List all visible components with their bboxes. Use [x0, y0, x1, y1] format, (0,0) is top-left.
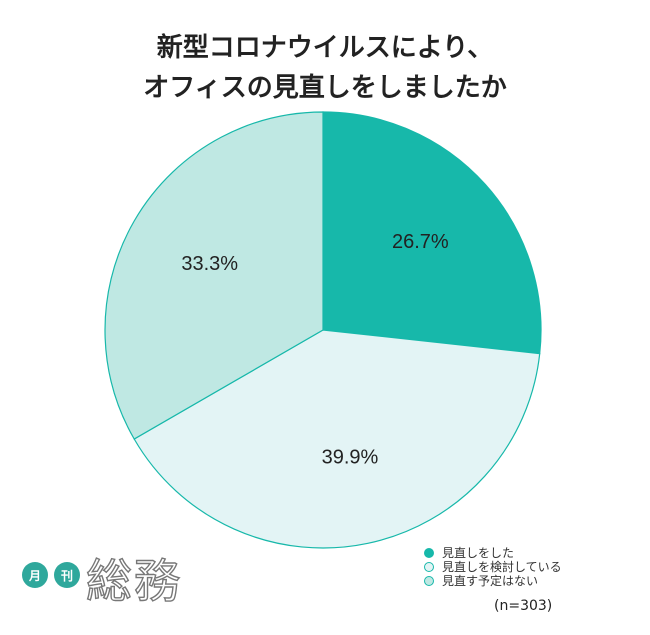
logo-brand-text: 総務	[85, 553, 182, 608]
chart-title: 新型コロナウイルスにより、 オフィスの見直しをしましたか	[0, 28, 650, 108]
pie-label-done: 26.7%	[392, 231, 449, 253]
logo: 月 刊 総務	[22, 552, 192, 614]
legend-label-considering: 見直しを検討している	[442, 560, 562, 574]
legend-item-considering: 見直しを検討している	[424, 560, 562, 574]
legend-swatch-no-plan	[424, 576, 434, 586]
legend-item-no-plan: 見直す予定はない	[424, 574, 562, 588]
legend-item-done: 見直しをした	[424, 546, 562, 560]
legend-swatch-considering	[424, 562, 434, 572]
pie-label-considering: 39.9%	[322, 446, 379, 468]
legend-swatch-done	[424, 548, 434, 558]
pie-chart: 26.7% 39.9% 33.3%	[104, 111, 542, 549]
legend-label-no-plan: 見直す予定はない	[442, 574, 539, 588]
pie-slice-considering	[133, 329, 541, 549]
chart-title-line-1: 新型コロナウイルスにより、	[156, 33, 494, 63]
pie-slice-done	[322, 111, 542, 355]
sample-size: (n=303)	[494, 598, 553, 614]
logo-badge-month: 月	[22, 562, 48, 588]
chart-title-line-2: オフィスの見直しをしましたか	[143, 73, 507, 103]
pie-slice-no-plan	[104, 111, 324, 440]
legend-label-done: 見直しをした	[442, 546, 515, 560]
legend: 見直しをした 見直しを検討している 見直す予定はない	[424, 546, 562, 588]
pie-label-no-plan: 33.3%	[181, 253, 238, 275]
logo-badge-issue: 刊	[54, 562, 80, 588]
